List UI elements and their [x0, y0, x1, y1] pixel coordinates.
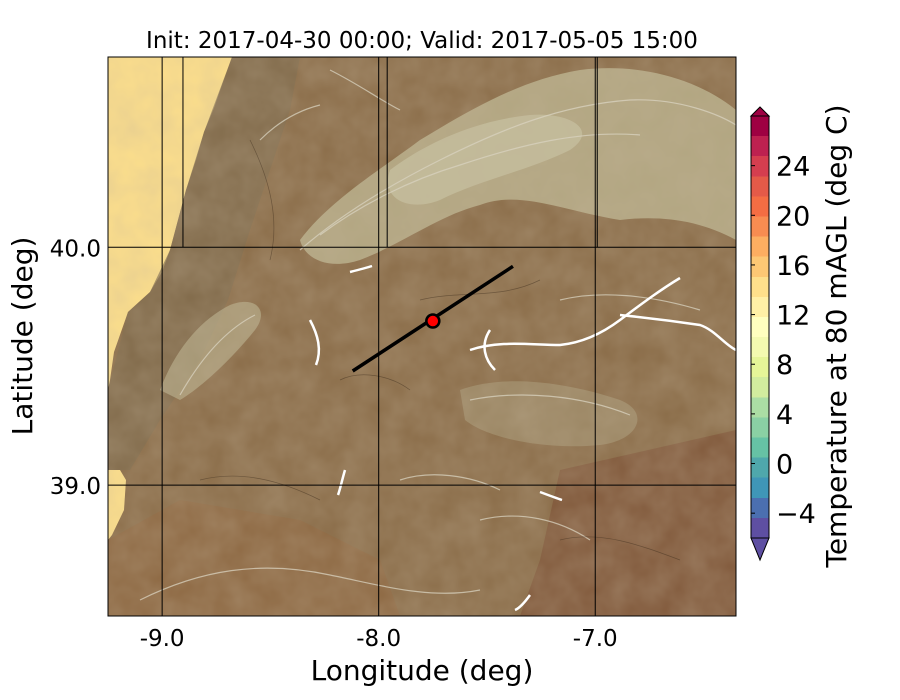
- terrain-texture: [108, 57, 736, 616]
- y-tick-label: 40.0: [50, 236, 101, 262]
- colorbar-tick-label: −4: [776, 499, 816, 530]
- colorbar-tick-label: 24: [776, 152, 810, 183]
- x-axis-label: Longitude (deg): [311, 654, 534, 687]
- map-frame: [107, 56, 737, 617]
- colorbar-tick-label: 4: [776, 400, 793, 431]
- colorbar-tick-label: 16: [776, 251, 810, 282]
- x-tick-label: -9.0: [140, 626, 185, 652]
- colorbar-min-extend: [750, 537, 770, 562]
- river-network: [308, 264, 736, 612]
- x-tick-label: -8.0: [356, 626, 401, 652]
- y-tick-label: 39.0: [50, 474, 101, 500]
- colorbar-tick-label: 8: [776, 350, 793, 381]
- colorbar-label: Temperature at 80 mAGL (deg C): [820, 104, 853, 568]
- map-plot-area: [108, 57, 736, 616]
- lowland-contours: [199, 139, 681, 561]
- colorbar-max-extend: [749, 106, 771, 117]
- y-axis-label: Latitude (deg): [6, 237, 39, 436]
- colorbar-body: [750, 115, 770, 539]
- location-marker: [425, 313, 441, 329]
- colorbar-tick-labels: −4 0 4 8 12 16 20 24: [751, 152, 816, 530]
- colorbar-tick-label: 12: [776, 301, 810, 332]
- lat-lon-gridlines: [108, 57, 736, 616]
- x-tick-label: -7.0: [573, 626, 618, 652]
- map-title: Init: 2017-04-30 00:00; Valid: 2017-05-0…: [146, 28, 698, 54]
- x-tick-labels: -9.0 -8.0 -7.0: [140, 626, 618, 652]
- colorbar: −4 0 4 8 12 16 20 24: [749, 106, 816, 562]
- colorbar-tick-label: 0: [776, 450, 793, 481]
- elevation-contours: [139, 69, 736, 601]
- colorbar-tick-label: 20: [776, 201, 810, 232]
- y-tick-labels: 40.0 39.0: [50, 236, 101, 500]
